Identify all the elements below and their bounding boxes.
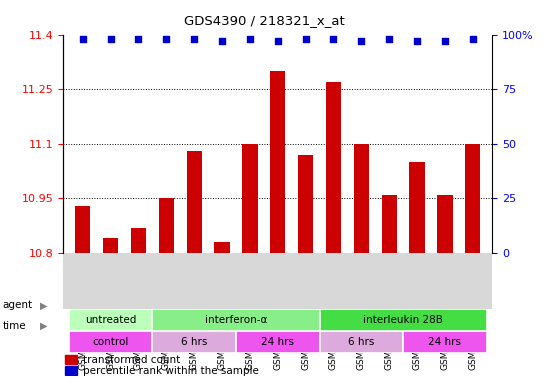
- Bar: [354, 144, 369, 253]
- Bar: [186, 151, 202, 253]
- Point: [106, 36, 115, 42]
- Bar: [236, 331, 320, 353]
- Text: ▶: ▶: [40, 321, 48, 331]
- Point: [218, 38, 227, 44]
- Text: interleukin 28B: interleukin 28B: [363, 315, 443, 325]
- Text: agent: agent: [3, 300, 33, 310]
- Bar: [103, 238, 118, 253]
- Bar: [326, 82, 341, 253]
- Bar: [409, 162, 425, 253]
- Bar: [131, 228, 146, 253]
- Text: 6 hrs: 6 hrs: [348, 337, 375, 347]
- Text: 6 hrs: 6 hrs: [181, 337, 207, 347]
- Bar: [152, 309, 320, 331]
- Point: [162, 36, 170, 42]
- Point: [441, 38, 449, 44]
- Text: time: time: [3, 321, 26, 331]
- Bar: [75, 206, 90, 253]
- Bar: [382, 195, 397, 253]
- Text: interferon-α: interferon-α: [205, 315, 267, 325]
- Point: [190, 36, 199, 42]
- Point: [78, 36, 87, 42]
- Bar: [437, 195, 453, 253]
- Text: GDS4390 / 218321_x_at: GDS4390 / 218321_x_at: [184, 14, 344, 27]
- Bar: [65, 355, 78, 364]
- Point: [301, 36, 310, 42]
- Point: [357, 38, 366, 44]
- Bar: [270, 71, 285, 253]
- Bar: [298, 155, 314, 253]
- Point: [273, 38, 282, 44]
- Bar: [69, 309, 152, 331]
- Bar: [242, 144, 257, 253]
- Bar: [65, 366, 78, 376]
- Bar: [465, 144, 480, 253]
- Point: [385, 36, 394, 42]
- Bar: [320, 309, 487, 331]
- Text: untreated: untreated: [85, 315, 136, 325]
- Point: [245, 36, 254, 42]
- Text: percentile rank within the sample: percentile rank within the sample: [82, 366, 258, 376]
- Text: transformed count: transformed count: [82, 355, 180, 365]
- Point: [329, 36, 338, 42]
- Bar: [158, 199, 174, 253]
- Point: [134, 36, 143, 42]
- Point: [412, 38, 421, 44]
- Bar: [403, 331, 487, 353]
- Bar: [320, 331, 403, 353]
- Text: 24 hrs: 24 hrs: [428, 337, 461, 347]
- Text: control: control: [92, 337, 129, 347]
- Bar: [152, 331, 236, 353]
- Bar: [69, 331, 152, 353]
- Text: ▶: ▶: [40, 300, 48, 310]
- Text: 24 hrs: 24 hrs: [261, 337, 294, 347]
- Point: [469, 36, 477, 42]
- Bar: [214, 242, 230, 253]
